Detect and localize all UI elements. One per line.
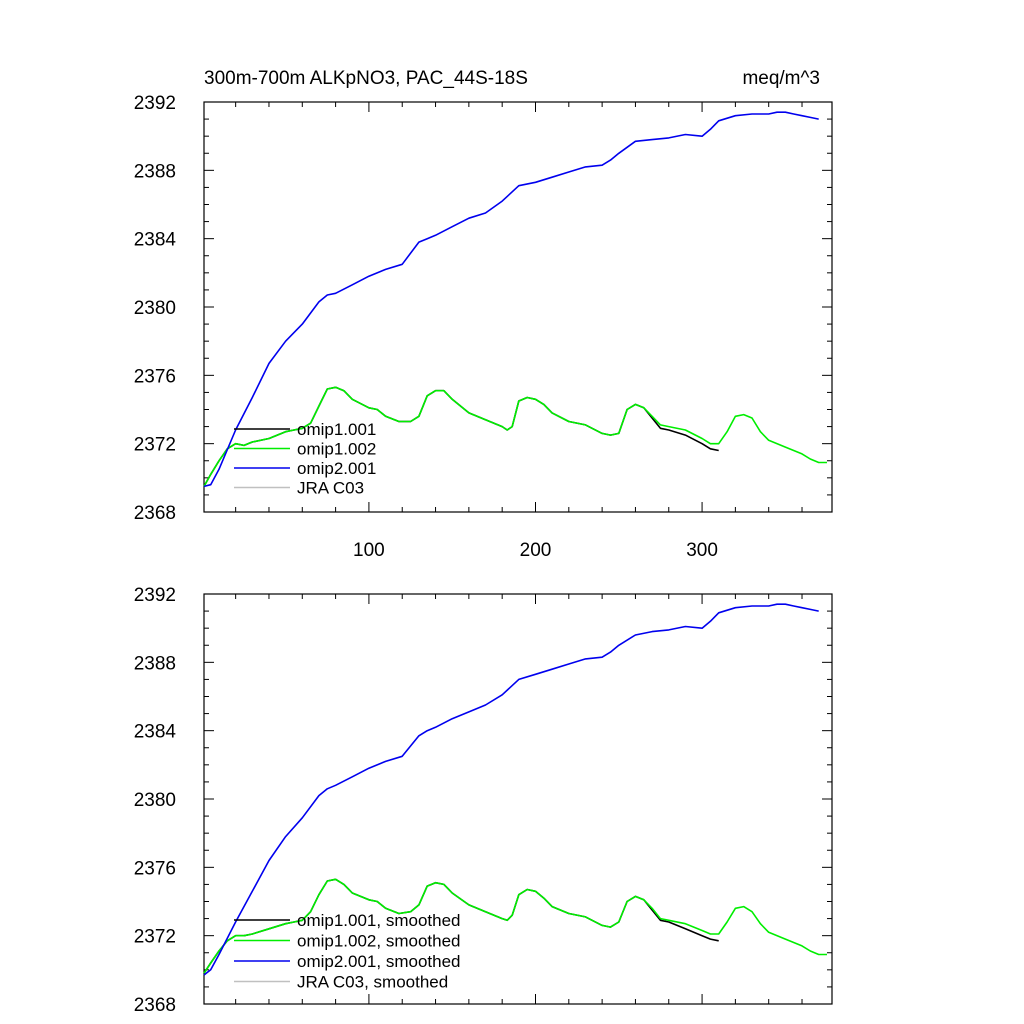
panel-1-y-tick-label: 2368	[134, 503, 176, 524]
panel-1-y-tick-label: 2384	[134, 230, 177, 251]
panel-2-y-tick-label: 2380	[134, 790, 176, 811]
panel-2-series-line-3	[203, 603, 819, 976]
panel-2-y-tick-label: 2384	[134, 722, 177, 743]
panel-1-series-line-2	[203, 386, 827, 487]
panel-1-y-tick-label: 2372	[134, 435, 176, 456]
panel-2-legend-label-1: omip1.001, smoothed	[297, 911, 461, 930]
panel-1-legend-label-1: omip1.001	[297, 420, 376, 439]
panel-1-x-tick-label: 200	[520, 540, 552, 561]
panel-1-y-tick-label: 2380	[134, 298, 176, 319]
panel-1-legend-label-2: omip1.002	[297, 440, 376, 459]
panel-1-y-tick-label: 2392	[134, 93, 176, 114]
panel-1-series-line-3	[203, 111, 819, 488]
panel-1-legend-label-4: JRA C03	[297, 479, 364, 498]
panel-2-y-tick-label: 2376	[134, 858, 176, 879]
panel-2-y-tick-label: 2368	[134, 995, 176, 1016]
panel-2-plot: 2368 2372 2376 2380 2384 2388 2392 omip1.001, s…	[134, 585, 833, 1016]
panel-1-title: 300m-700m ALKpNO3, PAC_44S-18S	[204, 68, 528, 89]
panel-1-y-tick-label: 2388	[134, 161, 176, 182]
panel-2-legend-label-2: omip1.002, smoothed	[297, 932, 461, 951]
panel-2-y-tick-label: 2392	[134, 585, 176, 606]
panel-2-legend-label-4: JRA C03, smoothed	[297, 973, 448, 992]
panel-1-units: meq/m^3	[742, 68, 820, 89]
panel-2-y-tick-label: 2372	[134, 927, 176, 948]
panel-1-plot: 2368 2372 2376 2380 2384 2388 2392 100 200 300 omi…	[134, 93, 833, 561]
panel-2-y-tick-label: 2388	[134, 653, 176, 674]
panel-1-x-tick-label: 100	[353, 540, 385, 561]
panel-1-x-tick-label: 300	[686, 540, 718, 561]
panel-2-series-line-2	[203, 878, 827, 974]
panel-2-legend-label-3: omip2.001, smoothed	[297, 952, 461, 971]
panel-1-legend-label-3: omip2.001	[297, 459, 376, 478]
panel-1-y-tick-label: 2376	[134, 366, 176, 387]
